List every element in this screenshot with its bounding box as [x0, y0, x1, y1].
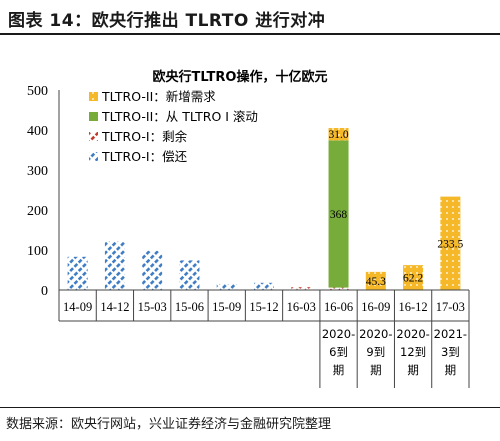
x-tick-label: 17-03 — [436, 300, 465, 314]
x-tick-label: 15-12 — [249, 300, 278, 314]
data-label: 233.5 — [437, 238, 463, 250]
x-tick-label: 15-09 — [212, 300, 241, 314]
legend-swatch — [89, 92, 98, 101]
y-tick-label: 100 — [27, 244, 48, 259]
bar-segment — [142, 250, 163, 290]
x-tick-label: 16-12 — [399, 300, 428, 314]
bar-segment — [440, 196, 461, 290]
x-tick-label: 14-09 — [63, 300, 92, 314]
bar-segment — [67, 256, 88, 290]
title-divider — [0, 33, 500, 35]
data-label: 62.2 — [403, 273, 423, 285]
bar-segment — [328, 287, 349, 290]
bar-segment — [365, 271, 386, 290]
x-sublabel: 2020-9到期 — [359, 327, 392, 377]
chart-title: 欧央行TLTRO操作，十亿欧元 — [153, 69, 328, 85]
figure-title: 图表 14：欧央行推出 TLRTO 进行对冲 — [8, 11, 326, 31]
x-tick-label: 16-06 — [324, 300, 353, 314]
x-tick-label: 15-06 — [175, 300, 204, 314]
bar-segment — [104, 241, 125, 290]
data-label: 368 — [330, 209, 348, 221]
source-divider — [0, 407, 500, 408]
bar-segment — [403, 265, 424, 290]
source-note: 数据来源：欧央行网站，兴业证券经济与金融研究院整理 — [6, 417, 332, 432]
data-label: 45.3 — [366, 276, 386, 288]
x-tick-label: 15-03 — [138, 300, 167, 314]
x-tick-label: 16-03 — [287, 300, 316, 314]
y-tick-label: 200 — [27, 204, 48, 219]
x-sublabel: 2020-6到期 — [322, 327, 355, 377]
y-tick-label: 500 — [27, 84, 48, 99]
legend-label: TLTRO-II：新增需求 — [101, 89, 216, 104]
x-sublabel: 2021-3到期 — [434, 327, 467, 377]
x-tick-label: 14-12 — [100, 300, 129, 314]
bar-segment — [179, 260, 200, 290]
y-tick-label: 300 — [27, 164, 48, 179]
legend-swatch — [89, 132, 98, 141]
bar-segment — [216, 284, 237, 290]
data-label: 31.0 — [328, 129, 348, 141]
x-tick-label: 16-09 — [361, 300, 390, 314]
legend-swatch — [89, 152, 98, 161]
legend-label: TLTRO-I：偿还 — [101, 149, 188, 164]
legend-label: TLTRO-II：从 TLTRO I 滚动 — [101, 109, 258, 124]
bar-segment — [254, 282, 274, 290]
bar-segment — [328, 140, 349, 288]
chart: 欧央行TLTRO操作，十亿欧元 368 31.0 45.3 62.2 233.5 TLT… — [27, 69, 470, 388]
x-sublabel: 2020-12到期 — [396, 327, 429, 377]
legend-swatch — [89, 112, 98, 121]
bar-segment — [291, 287, 312, 290]
bar-segment — [328, 128, 349, 141]
legend-label: TLTRO-I：剩余 — [101, 129, 188, 144]
y-tick-label: 400 — [27, 124, 48, 139]
y-tick-label: 0 — [41, 284, 48, 299]
